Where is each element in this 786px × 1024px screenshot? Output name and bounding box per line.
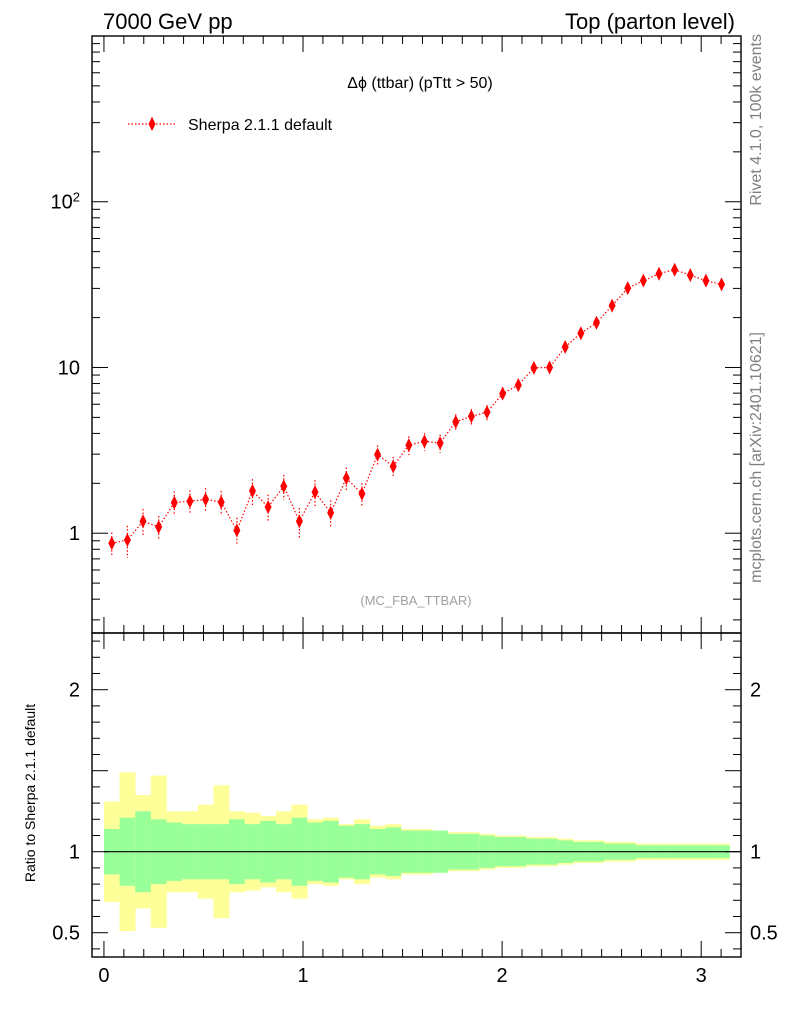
data-point	[155, 520, 163, 535]
ratio-ylabel: Ratio to Sherpa 2.1.1 default	[22, 704, 38, 882]
ratio-ytick-label-left: 2	[69, 680, 80, 702]
data-point	[233, 523, 241, 538]
data-point	[499, 386, 507, 401]
data-point	[248, 483, 256, 498]
analysis-tag: (MC_FBA_TTBAR)	[360, 593, 471, 608]
data-point	[264, 499, 272, 514]
legend-label: Sherpa 2.1.1 default	[188, 117, 333, 134]
xtick-label: 2	[497, 965, 508, 987]
data-point	[217, 495, 225, 510]
series-line	[111, 269, 722, 544]
data-point	[123, 533, 131, 548]
ratio-ytick-label-left: 1	[69, 842, 80, 864]
data-point	[624, 281, 632, 296]
data-point	[639, 273, 647, 288]
data-point	[139, 514, 147, 529]
header-right: Top (parton level)	[565, 9, 735, 34]
data-point	[452, 414, 460, 429]
header-left: 7000 GeV pp	[103, 9, 233, 34]
ratio-ytick-label-right: 0.5	[750, 923, 778, 945]
data-point	[608, 298, 616, 313]
data-point	[436, 436, 444, 451]
data-point	[483, 405, 491, 420]
xtick-label: 1	[297, 965, 308, 987]
data-point	[108, 536, 116, 551]
axes: 1 10 102 0 1 2 3 0.5 0.5 1 1 2 2	[51, 35, 778, 987]
data-point	[530, 360, 538, 375]
data-point	[374, 447, 382, 462]
rivet-label: Rivet 4.1.0, 100k events	[748, 34, 765, 206]
data-point	[327, 505, 335, 520]
data-point	[592, 315, 600, 330]
data-point	[467, 409, 475, 424]
data-point	[561, 339, 569, 354]
data-point	[280, 479, 288, 494]
data-point	[295, 514, 303, 529]
data-point	[420, 434, 428, 449]
ratio-frame	[91, 632, 742, 958]
legend: Sherpa 2.1.1 default	[128, 117, 333, 134]
data-point	[405, 438, 413, 453]
legend-marker	[148, 117, 156, 131]
main-ytick-label: 10	[58, 357, 80, 379]
main-ytick-label: 1	[69, 523, 80, 545]
data-point	[170, 495, 178, 510]
data-point	[311, 485, 319, 500]
data-point	[577, 326, 585, 341]
data-point	[358, 486, 366, 501]
main-series	[108, 262, 726, 558]
mcplots-label: mcplots.cern.ch [arXiv:2401.10621]	[748, 332, 765, 583]
data-point	[671, 262, 679, 277]
data-point	[718, 277, 726, 292]
data-point	[546, 360, 554, 375]
data-point	[389, 459, 397, 474]
xtick-label: 3	[696, 965, 707, 987]
xtick-label: 0	[98, 965, 109, 987]
data-point	[686, 268, 694, 283]
data-point	[202, 492, 210, 507]
data-point	[342, 471, 350, 486]
data-point	[702, 273, 710, 288]
ratio-ytick-label-right: 1	[750, 842, 761, 864]
data-point	[186, 494, 194, 509]
data-point	[514, 378, 522, 393]
main-title: Δϕ (ttbar) (pTtt > 50)	[347, 75, 492, 92]
ratio-ytick-label-left: 0.5	[52, 923, 80, 945]
ratio-ytick-label-right: 2	[750, 680, 761, 702]
data-point	[655, 266, 663, 281]
main-ytick-label: 102	[51, 189, 80, 214]
